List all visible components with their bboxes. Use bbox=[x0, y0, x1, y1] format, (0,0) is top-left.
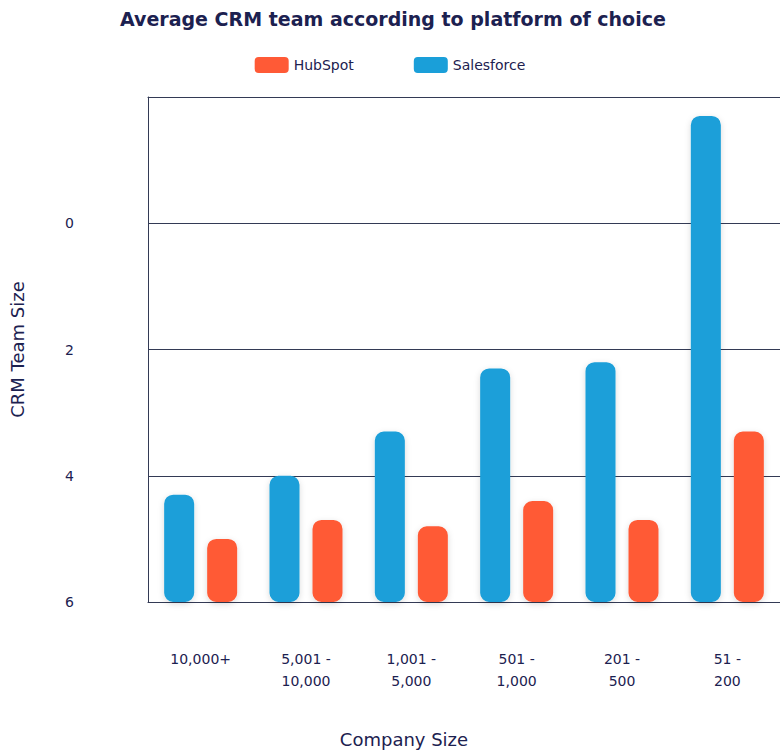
svg-text:5,001 -: 5,001 - bbox=[281, 651, 331, 667]
svg-text:4: 4 bbox=[65, 468, 74, 484]
svg-text:1,000: 1,000 bbox=[497, 673, 537, 689]
svg-text:Salesforce: Salesforce bbox=[453, 57, 526, 73]
svg-text:HubSpot: HubSpot bbox=[294, 57, 355, 73]
svg-text:201 -: 201 - bbox=[604, 651, 640, 667]
svg-text:CRM Team Size: CRM Team Size bbox=[7, 281, 28, 418]
svg-text:200: 200 bbox=[714, 673, 741, 689]
svg-text:5,000: 5,000 bbox=[391, 673, 431, 689]
svg-text:10,000+: 10,000+ bbox=[170, 651, 231, 667]
svg-text:501 -: 501 - bbox=[499, 651, 535, 667]
svg-text:51 -: 51 - bbox=[714, 651, 741, 667]
svg-text:10,000: 10,000 bbox=[282, 673, 331, 689]
svg-text:Average CRM team according to: Average CRM team according to platform o… bbox=[120, 8, 666, 30]
svg-text:2: 2 bbox=[65, 342, 74, 358]
svg-text:500: 500 bbox=[609, 673, 636, 689]
svg-text:6: 6 bbox=[65, 594, 74, 610]
svg-text:Company Size: Company Size bbox=[340, 729, 468, 750]
svg-text:0: 0 bbox=[65, 215, 74, 231]
svg-text:1,001 -: 1,001 - bbox=[387, 651, 437, 667]
